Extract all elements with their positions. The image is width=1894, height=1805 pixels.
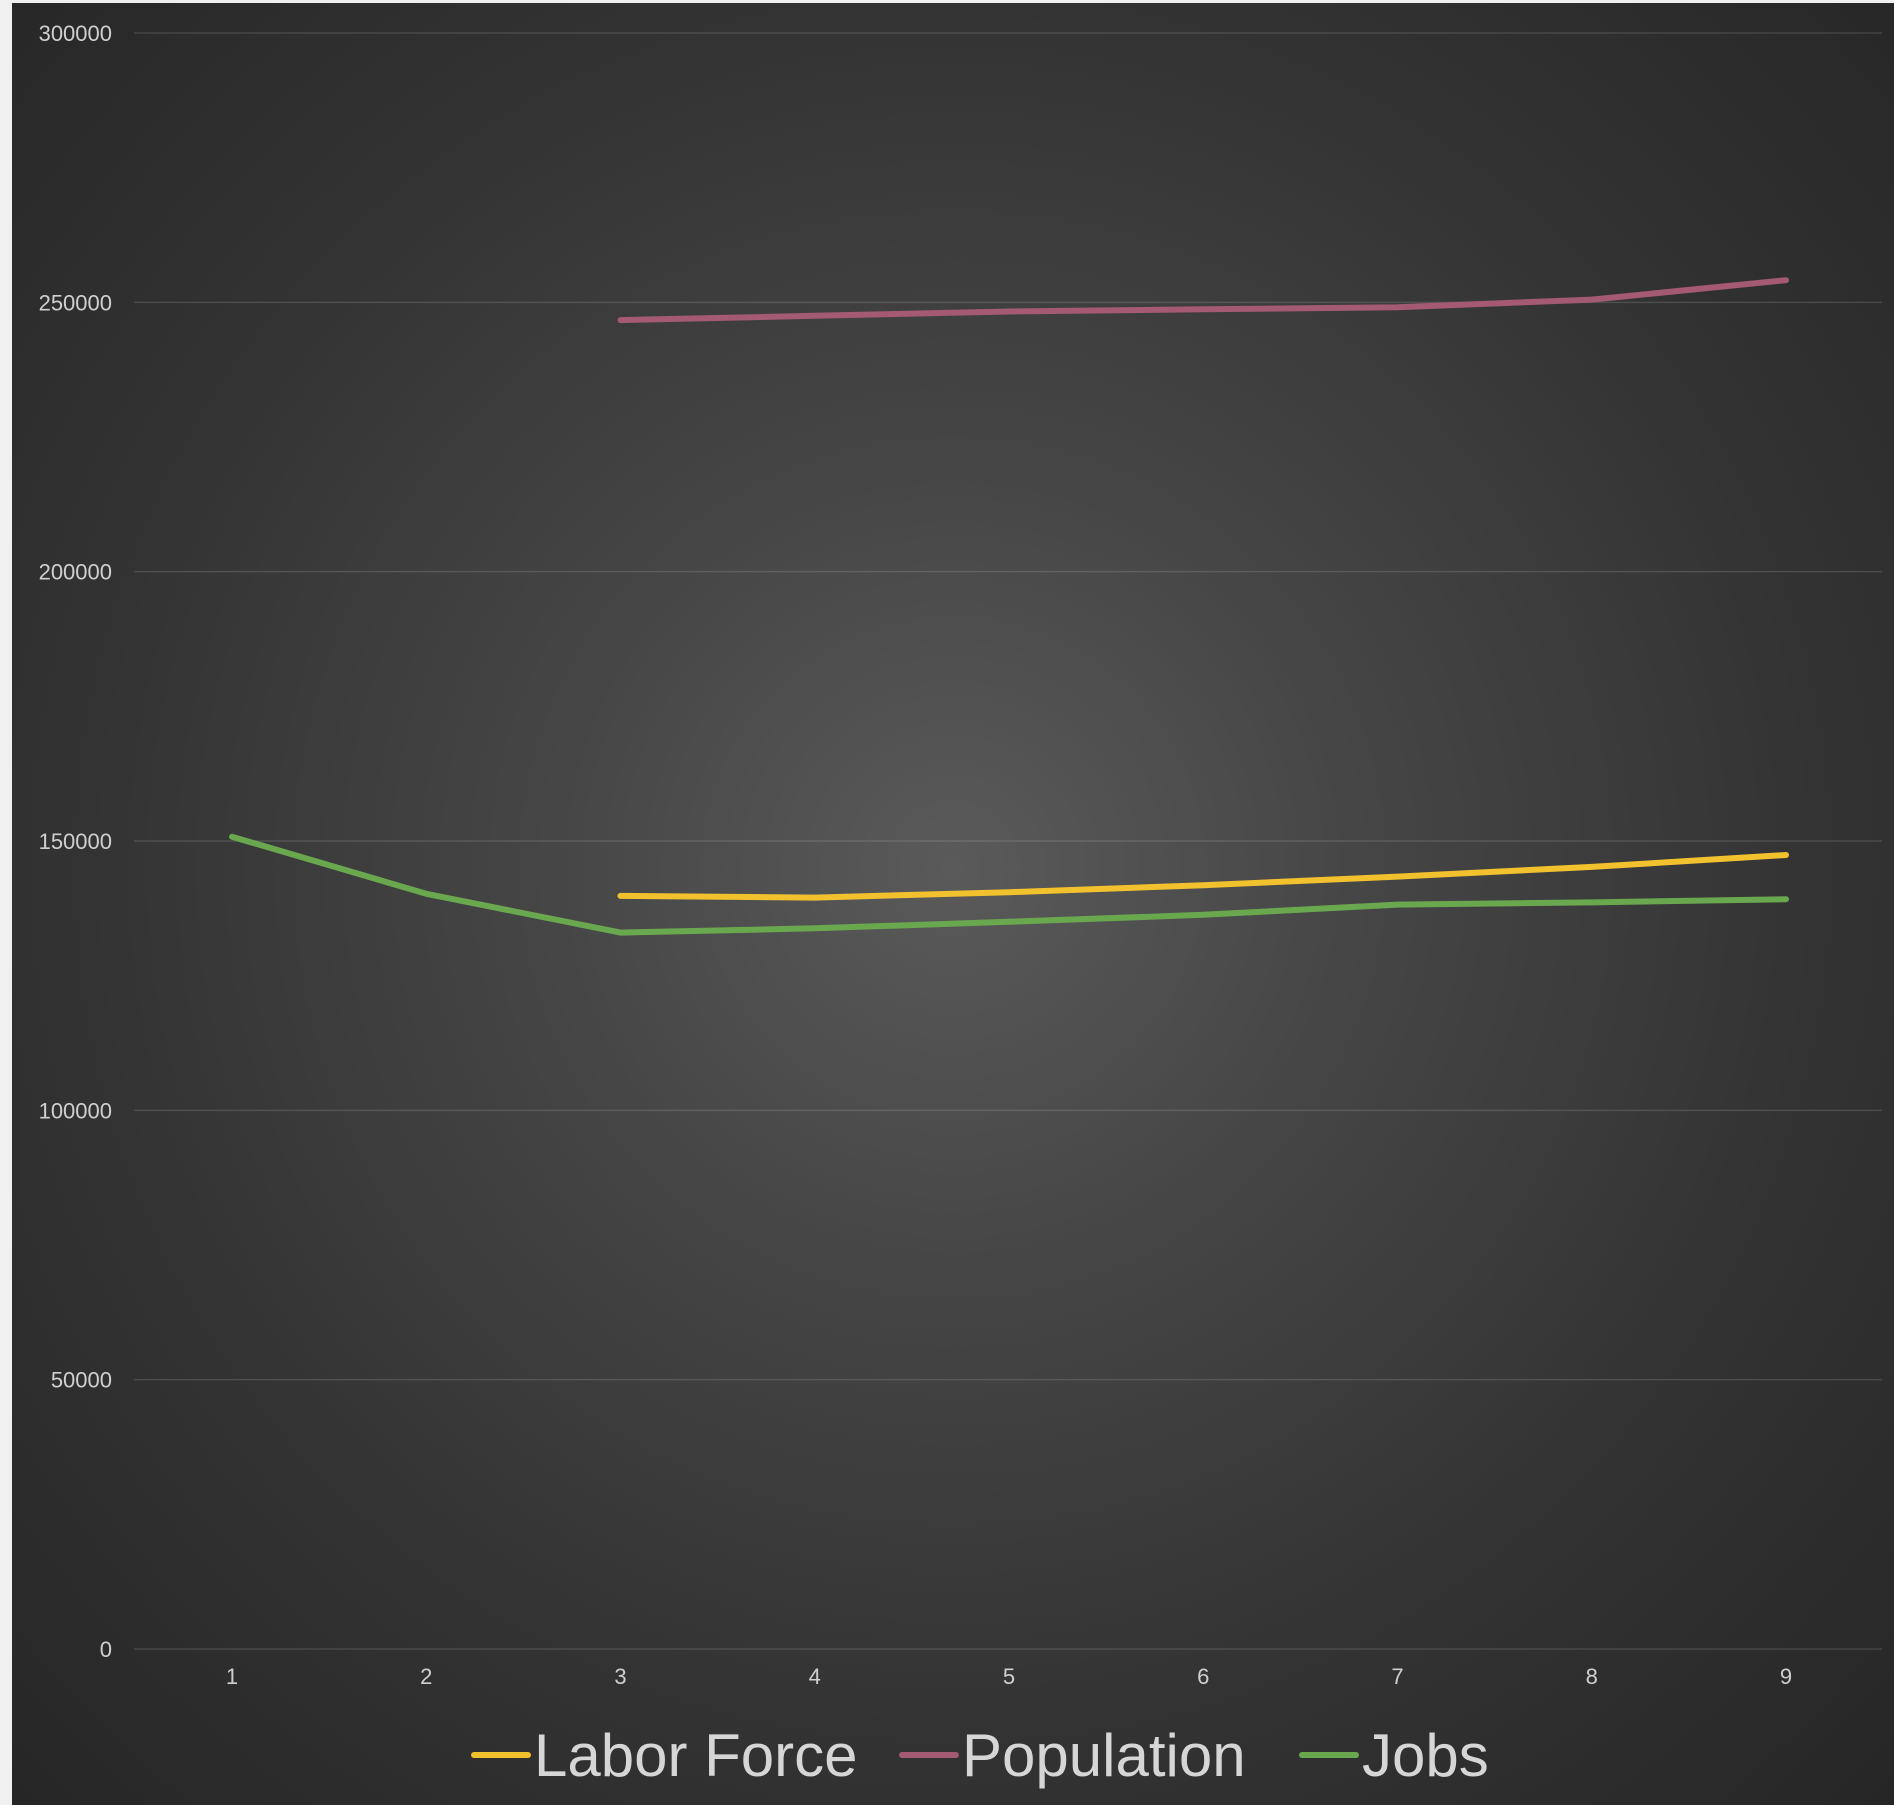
y-tick-label: 50000 <box>51 1368 112 1393</box>
series-line-labor-force <box>617 852 1789 901</box>
x-tick-label: 8 <box>1586 1664 1598 1689</box>
x-tick-label: 4 <box>809 1664 821 1689</box>
y-tick-label: 300000 <box>39 21 112 46</box>
x-tick-label: 9 <box>1780 1664 1792 1689</box>
y-tick-label: 200000 <box>39 560 112 585</box>
x-tick-label: 2 <box>420 1664 432 1689</box>
legend-label-jobs: Jobs <box>1362 1722 1489 1789</box>
gridlines <box>134 32 1882 1650</box>
series-line-jobs <box>229 833 1789 936</box>
legend-label-population: Population <box>962 1722 1246 1789</box>
series-line-population <box>617 277 1789 324</box>
y-tick-label: 0 <box>100 1637 112 1662</box>
y-tick-label: 250000 <box>39 290 112 315</box>
series-lines <box>229 277 1789 936</box>
legend-label-labor-force: Labor Force <box>534 1722 858 1789</box>
x-tick-label: 1 <box>226 1664 238 1689</box>
chart-area: 0 50000 100000 150000 200000 250000 300000 1 2 3… <box>12 3 1894 1805</box>
y-tick-label: 150000 <box>39 829 112 854</box>
x-tick-label: 3 <box>614 1664 626 1689</box>
legend: Labor Force Population Jobs <box>471 1722 1489 1789</box>
line-chart: 0 50000 100000 150000 200000 250000 300000 1 2 3… <box>39 21 1882 1789</box>
x-axis-tick-labels: 1 2 3 4 5 6 7 8 9 <box>226 1664 1792 1689</box>
y-axis-tick-labels: 0 50000 100000 150000 200000 250000 300000 <box>39 21 112 1662</box>
y-tick-label: 100000 <box>39 1098 112 1123</box>
x-tick-label: 6 <box>1197 1664 1209 1689</box>
x-tick-label: 5 <box>1003 1664 1015 1689</box>
x-tick-label: 7 <box>1391 1664 1403 1689</box>
